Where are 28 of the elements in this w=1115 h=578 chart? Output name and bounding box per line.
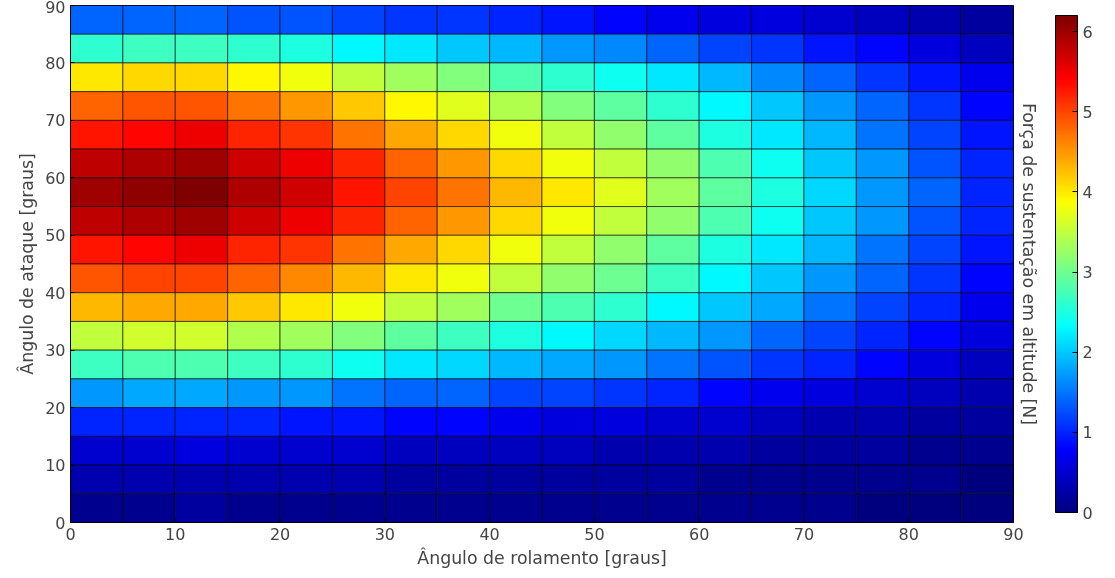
color-bar-label: 5 [1082, 102, 1093, 122]
color-bar-label: 0 [1082, 503, 1093, 523]
color-bar-label: 6 [1082, 22, 1093, 42]
y-tick-label: 20 [45, 398, 66, 418]
x-tick-label: 40 [479, 524, 500, 544]
x-tick-label: 60 [688, 524, 710, 544]
x-tick-label: 80 [898, 524, 919, 544]
y-tick-label: 40 [45, 283, 66, 303]
color-bar-title: Força de sustentação em altitude [N] [1018, 102, 1039, 426]
x-tick-label: 30 [374, 524, 396, 544]
y-tick-label: 50 [45, 226, 66, 246]
x-tick-label: 50 [584, 524, 605, 544]
y-tick-label: 30 [45, 341, 66, 361]
x-tick-label: 90 [1003, 524, 1024, 544]
y-tick-label: 80 [45, 53, 66, 73]
y-tick-label: 90 [45, 0, 66, 17]
x-tick-label: 70 [793, 524, 815, 544]
x-axis-title: Ângulo de rolamento [graus] [417, 546, 667, 568]
y-axis-title: Ângulo de ataque [graus] [16, 153, 38, 375]
y-tick-label: 60 [45, 168, 66, 188]
x-tick-label: 10 [165, 524, 186, 544]
y-tick-label: 10 [45, 456, 66, 476]
color-bar-label: 2 [1082, 343, 1093, 363]
x-tick-label: 20 [269, 524, 291, 544]
color-bar-label: 4 [1082, 182, 1093, 202]
color-bar-label: 3 [1082, 263, 1093, 283]
color-bar-label: 1 [1082, 423, 1093, 443]
y-tick-label: 70 [45, 111, 66, 131]
